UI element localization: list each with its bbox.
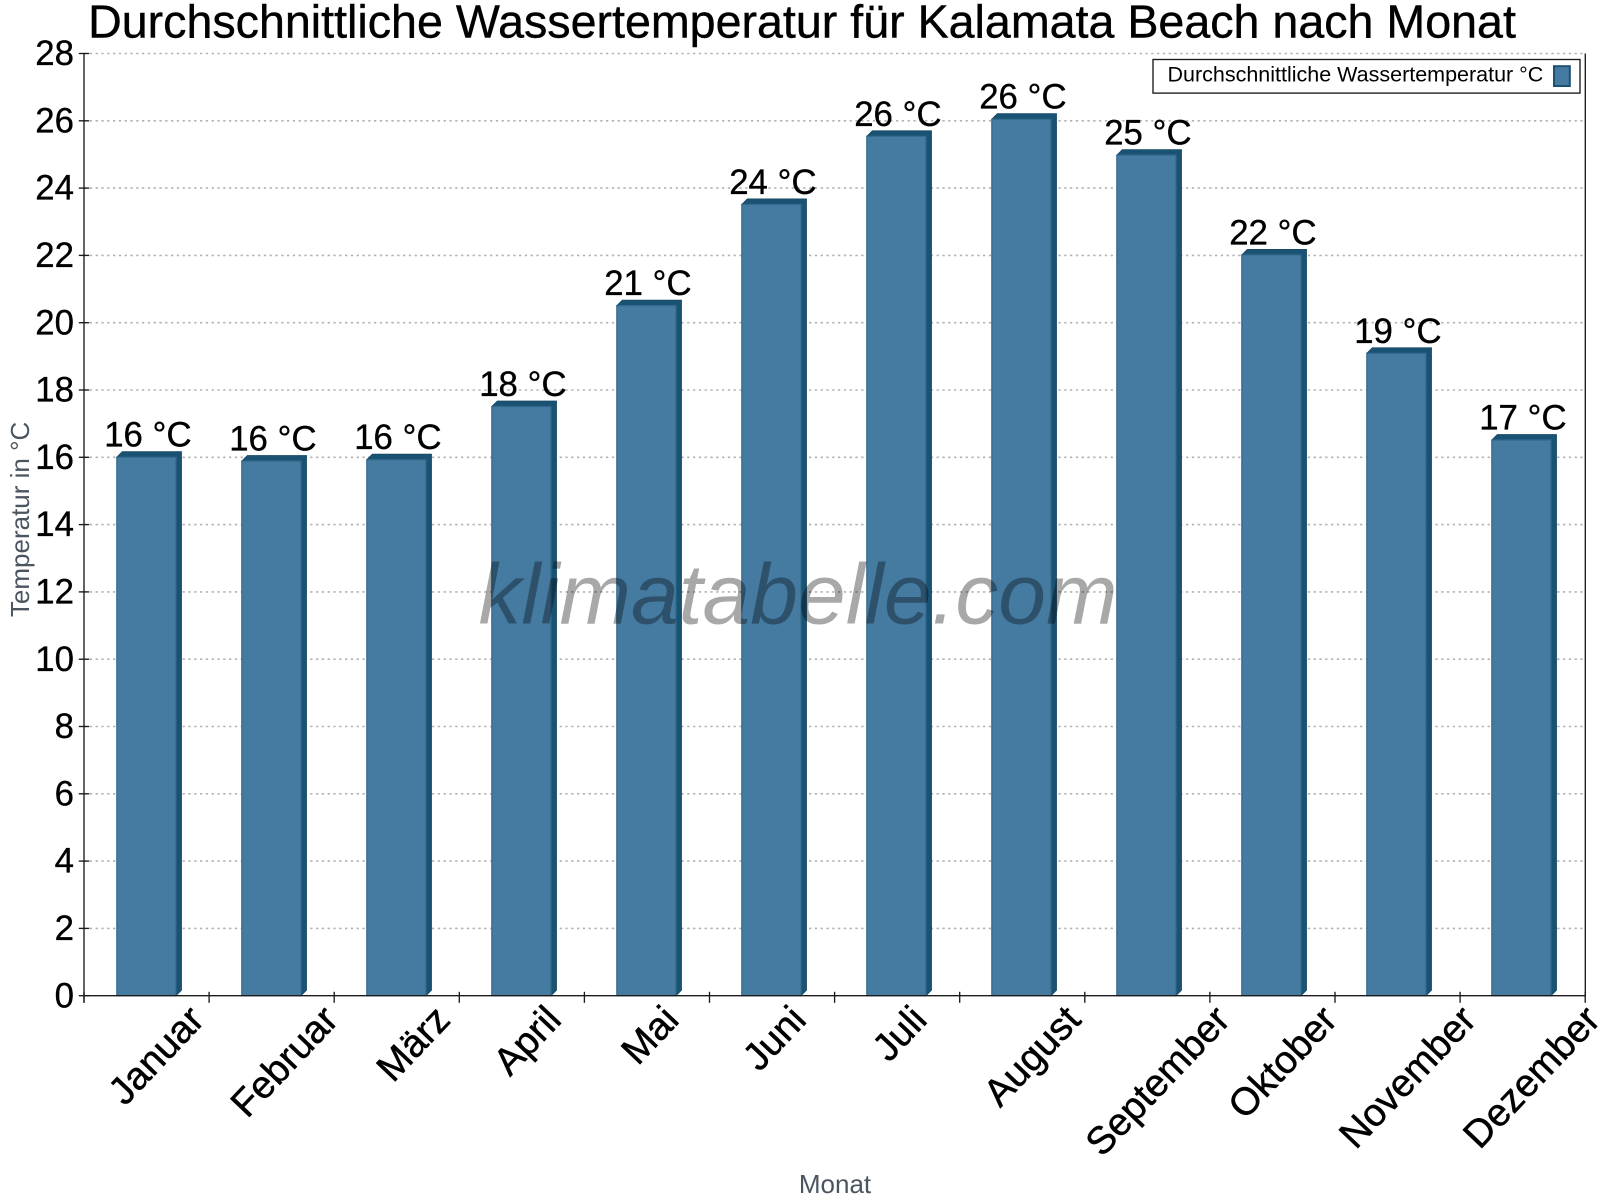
svg-text:4: 4 <box>55 842 74 881</box>
svg-text:Monat: Monat <box>799 1169 872 1199</box>
svg-text:28: 28 <box>35 34 74 73</box>
svg-text:Durchschnittliche Wassertemper: Durchschnittliche Wassertemperatur für K… <box>88 0 1516 48</box>
svg-text:26: 26 <box>35 101 74 140</box>
svg-text:22 °C: 22 °C <box>1229 213 1316 252</box>
svg-text:24: 24 <box>35 169 74 208</box>
svg-text:6: 6 <box>55 774 74 813</box>
svg-text:16 °C: 16 °C <box>229 420 316 459</box>
svg-text:22: 22 <box>35 236 74 275</box>
svg-text:2: 2 <box>55 909 74 948</box>
svg-text:19 °C: 19 °C <box>1354 312 1441 351</box>
svg-text:16 °C: 16 °C <box>104 416 191 455</box>
svg-text:17 °C: 17 °C <box>1479 399 1566 438</box>
svg-text:Temperatur in °C: Temperatur in °C <box>5 422 35 617</box>
svg-text:10: 10 <box>35 640 74 679</box>
svg-text:18: 18 <box>35 371 74 410</box>
svg-text:18 °C: 18 °C <box>479 365 566 404</box>
svg-text:14: 14 <box>35 505 74 544</box>
svg-text:12: 12 <box>35 573 74 612</box>
svg-text:26 °C: 26 °C <box>854 95 941 134</box>
svg-text:klimatabelle.com: klimatabelle.com <box>479 547 1118 643</box>
svg-text:Durchschnittliche Wassertemper: Durchschnittliche Wassertemperatur °C <box>1168 62 1544 86</box>
svg-text:21 °C: 21 °C <box>604 264 691 303</box>
svg-text:20: 20 <box>35 303 74 342</box>
svg-text:24 °C: 24 °C <box>729 163 816 202</box>
svg-text:26 °C: 26 °C <box>979 78 1066 117</box>
svg-text:25 °C: 25 °C <box>1104 114 1191 153</box>
svg-text:16: 16 <box>35 438 74 477</box>
svg-text:0: 0 <box>55 976 74 1015</box>
svg-text:8: 8 <box>55 707 74 746</box>
svg-text:16 °C: 16 °C <box>354 418 441 457</box>
